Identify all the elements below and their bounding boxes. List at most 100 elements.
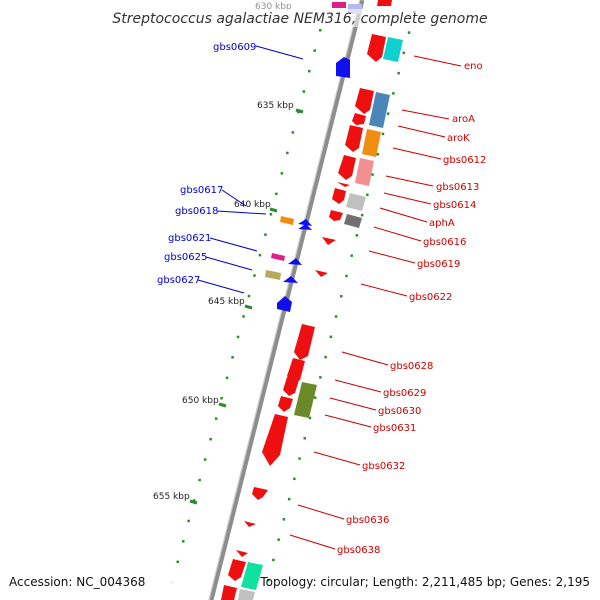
leader-line — [255, 45, 304, 60]
tick-dot — [355, 234, 359, 237]
tick-dot — [258, 253, 262, 257]
gene-gbs0630-shape[interactable] — [283, 377, 299, 396]
gene-label-gbs0636[interactable]: gbs0636 — [346, 515, 389, 526]
gene-gbs0612-shape[interactable] — [345, 125, 363, 152]
gene-gbs0619-shape[interactable] — [322, 237, 336, 245]
gene-label-gbs0638[interactable]: gbs0638 — [337, 545, 380, 556]
gene-label-gbs0625[interactable]: gbs0625 — [164, 252, 207, 263]
gene-gbs0609-shape[interactable] — [336, 57, 350, 78]
gene-gbs0631-shape[interactable] — [278, 396, 293, 412]
kbp-tick — [244, 304, 253, 310]
gene-block[interactable] — [236, 550, 248, 557]
tick-dot — [402, 51, 406, 55]
gene-gbs0622-shape[interactable] — [315, 270, 328, 277]
gene-gbs0632-shape[interactable] — [262, 414, 288, 466]
gene-label-aphA[interactable]: aphA — [429, 218, 455, 229]
gene-gbs0627b-shape[interactable] — [283, 276, 298, 283]
gene-label-gbs0617[interactable]: gbs0617 — [180, 185, 223, 196]
gene-label-gbs0629[interactable]: gbs0629 — [383, 388, 426, 399]
gene-aphA-shape[interactable] — [346, 193, 366, 211]
gene-label-gbs0612[interactable]: gbs0612 — [443, 155, 486, 166]
kbp-label-640: 640 kbp — [234, 200, 271, 210]
gene-block[interactable] — [238, 589, 255, 600]
gene-label-gbs0613[interactable]: gbs0613 — [436, 182, 479, 193]
gene-gbs0629-shape[interactable] — [287, 358, 305, 383]
leader-line — [373, 226, 422, 242]
gene-gbs0617-shape[interactable] — [280, 216, 294, 225]
gene-label-gbs0616[interactable]: gbs0616 — [423, 237, 466, 248]
gene-aroA2-shape[interactable] — [369, 92, 390, 128]
gene-block[interactable] — [228, 559, 246, 581]
gene-aroK-shape[interactable] — [352, 113, 366, 125]
gene-aroA-shape[interactable] — [355, 88, 374, 114]
gene-gbs0628-shape[interactable] — [294, 324, 315, 360]
gene-label-gbs0622[interactable]: gbs0622 — [409, 292, 452, 303]
map-title: Streptococcus agalactiae NEM316, complet… — [112, 11, 487, 27]
gene-label-gbs0630[interactable]: gbs0630 — [378, 406, 421, 417]
tick-dot — [275, 192, 278, 196]
gene-gbs0613b-shape[interactable] — [355, 158, 374, 186]
tick-dot — [371, 173, 374, 176]
right-gene-labels: eno aroA aroK gbs0612 gbs0613 gbs0614 ap… — [337, 61, 486, 556]
gene-eno2-shape[interactable] — [383, 37, 403, 62]
gene-label-gbs0614[interactable]: gbs0614 — [433, 200, 476, 211]
gene-label-gbs0619[interactable]: gbs0619 — [417, 259, 460, 270]
tick-dot — [334, 315, 338, 318]
tick-dot — [308, 69, 311, 73]
gene-label-gbs0621[interactable]: gbs0621 — [168, 233, 211, 244]
tick-dot — [319, 29, 322, 32]
gene-gbs0618-shape[interactable] — [298, 219, 312, 226]
gene-label-gbs0609[interactable]: gbs0609 — [213, 42, 256, 53]
leader-line — [329, 397, 377, 411]
gene-gbs0614b-shape[interactable] — [337, 182, 350, 187]
gene-gbs0618b-shape[interactable] — [298, 224, 312, 230]
gene-gbs0614-shape[interactable] — [332, 188, 346, 204]
right-leaders — [289, 55, 462, 550]
gene-gbs0616-shape[interactable] — [344, 214, 362, 228]
gene-gbs0621b-shape[interactable] — [288, 258, 302, 265]
gene-gbs0613-shape[interactable] — [338, 155, 356, 180]
gene-block[interactable] — [241, 562, 263, 590]
gene-label-gbs0627[interactable]: gbs0627 — [157, 275, 200, 286]
tick-dot — [298, 457, 301, 460]
kbp-scale: 630 kbp 635 kbp 640 kbp 645 kbp 650 kbp … — [153, 2, 294, 502]
gene-gbs0621-shape[interactable] — [271, 253, 285, 261]
gene-label-eno[interactable]: eno — [464, 61, 483, 72]
tick-dot — [182, 540, 185, 543]
tick-dot — [286, 151, 289, 155]
tick-dot — [225, 376, 229, 380]
tick-dot — [360, 213, 364, 217]
tick-dot — [291, 131, 295, 134]
gene-label-gbs0632[interactable]: gbs0632 — [362, 461, 405, 472]
kbp-tick — [269, 207, 278, 213]
gene-label-aroA[interactable]: aroA — [452, 114, 475, 125]
gene-gbs0627-shape[interactable] — [277, 296, 292, 312]
leader-line — [334, 379, 382, 393]
reverse-strand-genes — [265, 2, 362, 312]
gene-block[interactable] — [332, 2, 346, 8]
kbp-tick — [218, 402, 227, 408]
gene-eno-shape[interactable] — [367, 34, 386, 62]
gene-block[interactable] — [377, 0, 392, 6]
gene-block[interactable] — [221, 585, 237, 600]
title-backdrop — [118, 9, 482, 27]
gene-label-gbs0618[interactable]: gbs0618 — [175, 206, 218, 217]
tick-dot — [287, 497, 291, 501]
tick-dot — [264, 233, 267, 236]
leader-line — [313, 451, 361, 466]
leader-line — [379, 207, 428, 223]
gene-label-aroK[interactable]: aroK — [447, 133, 470, 144]
gene-gbs0625-shape[interactable] — [265, 270, 281, 280]
gene-label-gbs0628[interactable]: gbs0628 — [390, 361, 433, 372]
tick-dot — [187, 519, 190, 523]
gene-label-gbs0631[interactable]: gbs0631 — [373, 423, 416, 434]
tick-dot — [220, 397, 223, 400]
gene-gbs0638-shape[interactable] — [244, 521, 256, 527]
gene-gbs0636-shape[interactable] — [252, 487, 268, 500]
outer-tick-track — [171, 29, 322, 584]
gene-gbs0630b-shape[interactable] — [294, 382, 317, 418]
tick-dot — [267, 579, 270, 582]
tick-dot — [282, 518, 286, 521]
gene-gbs0612b-shape[interactable] — [362, 129, 381, 157]
gene-gbs0616b-shape[interactable] — [329, 210, 343, 221]
